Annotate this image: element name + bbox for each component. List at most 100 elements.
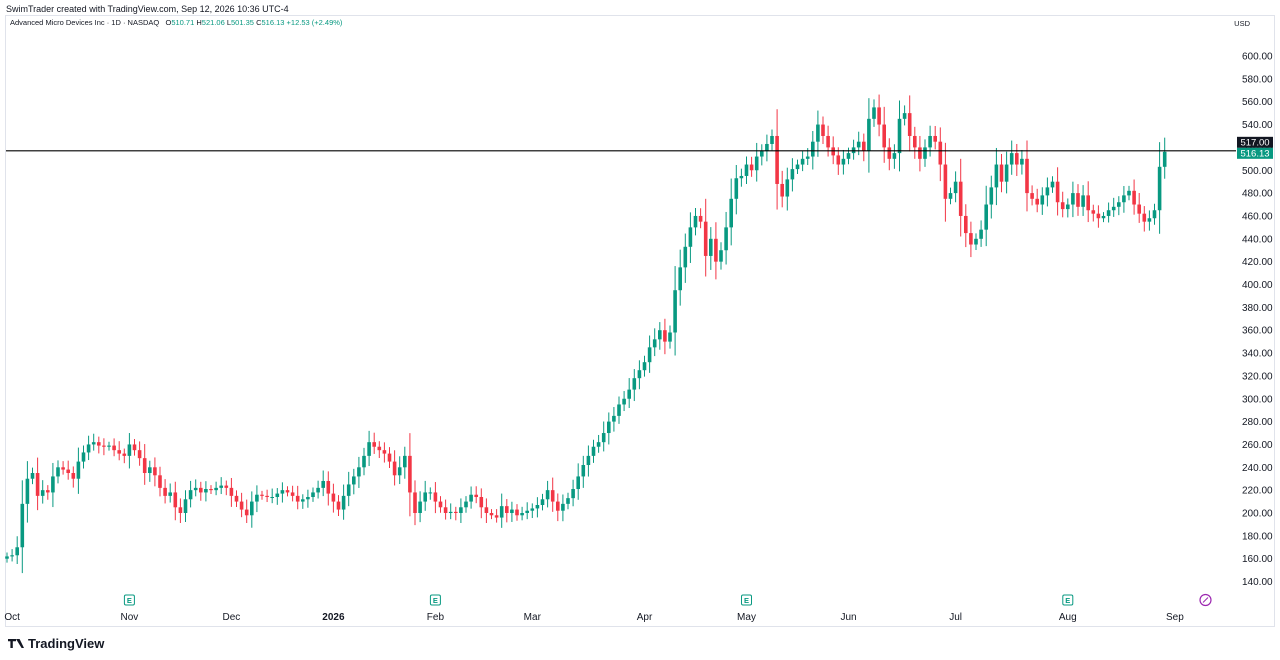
candle-up — [734, 178, 739, 199]
candle-down — [999, 164, 1004, 182]
candle-down — [1030, 193, 1034, 199]
candle-down — [377, 446, 382, 451]
candle-up — [250, 501, 254, 516]
candle-up — [5, 556, 9, 559]
candle-down — [71, 473, 76, 479]
candle-down — [775, 135, 779, 184]
high-value: 521.06 — [201, 18, 225, 27]
earnings-marker-icon — [123, 594, 135, 606]
candle-up — [744, 164, 749, 176]
candle-up — [316, 487, 320, 493]
candle-up — [30, 473, 35, 479]
candle-up — [127, 444, 132, 456]
candle-up — [1004, 164, 1009, 182]
candle-up — [974, 238, 978, 245]
candle-up — [25, 478, 30, 504]
candle-up — [91, 442, 96, 445]
candle-up — [418, 501, 422, 513]
candle-down — [918, 147, 922, 159]
y-tick-label: 200.00 — [1242, 509, 1273, 520]
earnings-marker-label: E — [127, 596, 132, 605]
candle-down — [698, 215, 703, 222]
candle-up — [627, 389, 631, 399]
candle-up — [148, 467, 152, 474]
candle-up — [270, 497, 274, 499]
candle-up — [301, 499, 305, 502]
candle-up — [306, 497, 310, 500]
x-tick-label: Apr — [637, 612, 653, 623]
candle-up — [617, 404, 621, 416]
candle-up — [1009, 153, 1014, 165]
chart-frame[interactable] — [5, 15, 1275, 627]
candle-up — [902, 113, 907, 119]
candle-down — [66, 469, 70, 474]
candle-up — [948, 193, 953, 199]
x-tick-label: Dec — [223, 612, 241, 623]
candle-up — [280, 490, 285, 494]
y-tick-label: 260.00 — [1242, 440, 1273, 451]
candle-up — [770, 135, 774, 144]
y-tick-label: 480.00 — [1242, 189, 1273, 200]
candle-up — [10, 555, 14, 557]
earnings-marker-label: E — [744, 596, 749, 605]
low-label: L — [226, 18, 232, 27]
candle-down — [1076, 193, 1080, 207]
candle-up — [352, 476, 356, 485]
candle-up — [357, 467, 361, 477]
candle-down — [132, 444, 137, 451]
candle-up — [800, 158, 805, 165]
candle-up — [423, 492, 427, 502]
candle-up — [561, 503, 565, 511]
x-tick-label: May — [737, 612, 756, 623]
symbol-legend: Advanced Micro Devices Inc · 1D · NASDAQ… — [10, 18, 342, 27]
candle-down — [780, 183, 784, 197]
candle-up — [678, 267, 682, 291]
candle-down — [556, 501, 560, 511]
candle-down — [97, 442, 101, 446]
y-tick-label: 140.00 — [1242, 577, 1273, 588]
candle-down — [515, 509, 519, 516]
candle-up — [867, 118, 871, 151]
candle-up — [841, 158, 846, 165]
candle-down — [1055, 181, 1060, 203]
candle-down — [229, 487, 234, 496]
candle-down — [35, 473, 40, 496]
brand-text: TradingView — [28, 636, 105, 651]
candle-down — [102, 445, 106, 447]
candle-up — [1147, 218, 1152, 222]
candle-up — [1020, 158, 1024, 165]
candle-down — [1086, 195, 1090, 211]
candle-down — [826, 135, 830, 148]
candle-up — [790, 169, 795, 180]
candle-down — [112, 445, 116, 451]
candle-down — [964, 215, 968, 234]
candle-down — [209, 489, 213, 491]
candle-down — [489, 513, 494, 516]
candle-up — [739, 175, 744, 179]
candle-up — [464, 501, 468, 508]
y-tick-label: 300.00 — [1242, 394, 1273, 405]
open-label: O — [165, 18, 172, 27]
candle-down — [938, 141, 943, 165]
candle-up — [459, 507, 463, 513]
candle-up — [535, 505, 540, 509]
candle-up — [607, 421, 611, 434]
candle-up — [846, 153, 851, 159]
close-label: C — [256, 18, 262, 27]
candle-up — [448, 511, 453, 513]
candle-up — [346, 484, 351, 496]
candle-up — [1111, 206, 1116, 211]
change-value: +12.53 (+2.49%) — [286, 18, 343, 27]
candle-down — [505, 506, 509, 513]
candle-up — [1152, 210, 1157, 219]
candle-up — [989, 187, 994, 205]
candle-up — [1081, 195, 1085, 207]
candle-down — [387, 453, 392, 462]
candle-up — [321, 481, 325, 488]
candle-down — [433, 492, 438, 502]
currency-label[interactable]: USD — [1234, 19, 1250, 28]
candle-up — [1157, 166, 1162, 211]
candle-up — [979, 229, 983, 239]
candle-up — [545, 490, 550, 500]
